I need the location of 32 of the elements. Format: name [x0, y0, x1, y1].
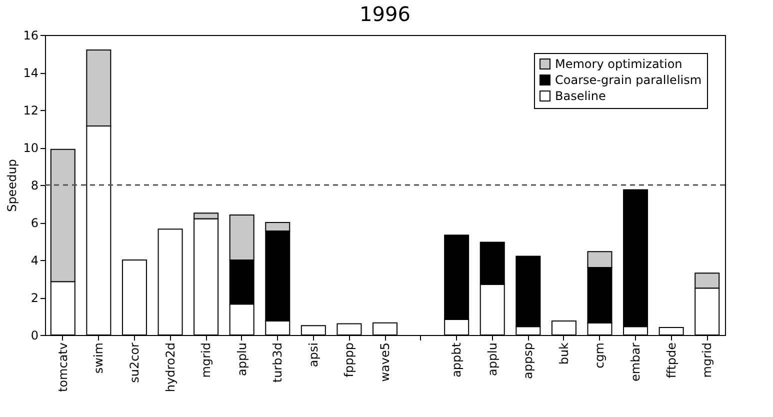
y-tick-label: 4 — [30, 254, 38, 268]
x-tick-label: applu — [485, 342, 500, 376]
legend-label: Baseline — [555, 89, 606, 103]
x-tick-label: buk — [556, 342, 571, 365]
legend-label: Coarse-grain parallelism — [555, 73, 702, 87]
chart-title: 1996 — [360, 2, 410, 26]
x-tick-label: appbt — [450, 342, 464, 378]
x-tick-label: wave5 — [378, 342, 392, 382]
legend-label: Memory optimization — [555, 57, 682, 71]
y-tick-label: 0 — [30, 328, 38, 342]
x-tick-label: tomcatv — [56, 342, 70, 392]
y-tick-label: 6 — [30, 216, 38, 230]
y-tick-label: 14 — [23, 66, 38, 80]
y-tick-label: 8 — [30, 178, 38, 192]
x-tick-label: su2cor — [127, 342, 142, 383]
y-tick-label: 10 — [23, 141, 38, 155]
x-tick-label: swim — [92, 342, 106, 374]
y-axis-title: Speedup — [5, 159, 20, 212]
x-tick-label: hydro2d — [163, 342, 178, 392]
x-tick-label: appsp — [521, 342, 536, 379]
x-tick-label: turb3d — [270, 342, 285, 383]
x-tick-label: mgrid — [700, 342, 714, 378]
x-tick-label: cgm — [592, 342, 607, 368]
x-tick-label: fftpde — [664, 342, 678, 378]
y-tick-label: 2 — [30, 291, 38, 305]
y-tick-label: 12 — [23, 104, 38, 118]
x-tick-label: applu — [234, 342, 249, 376]
x-tick-label: embar — [628, 342, 643, 382]
x-tick-label: apsi — [306, 342, 320, 368]
x-tick-label: mgrid — [199, 342, 214, 378]
x-tick-label: fpppp — [342, 342, 356, 378]
y-tick-label: 16 — [23, 28, 38, 42]
